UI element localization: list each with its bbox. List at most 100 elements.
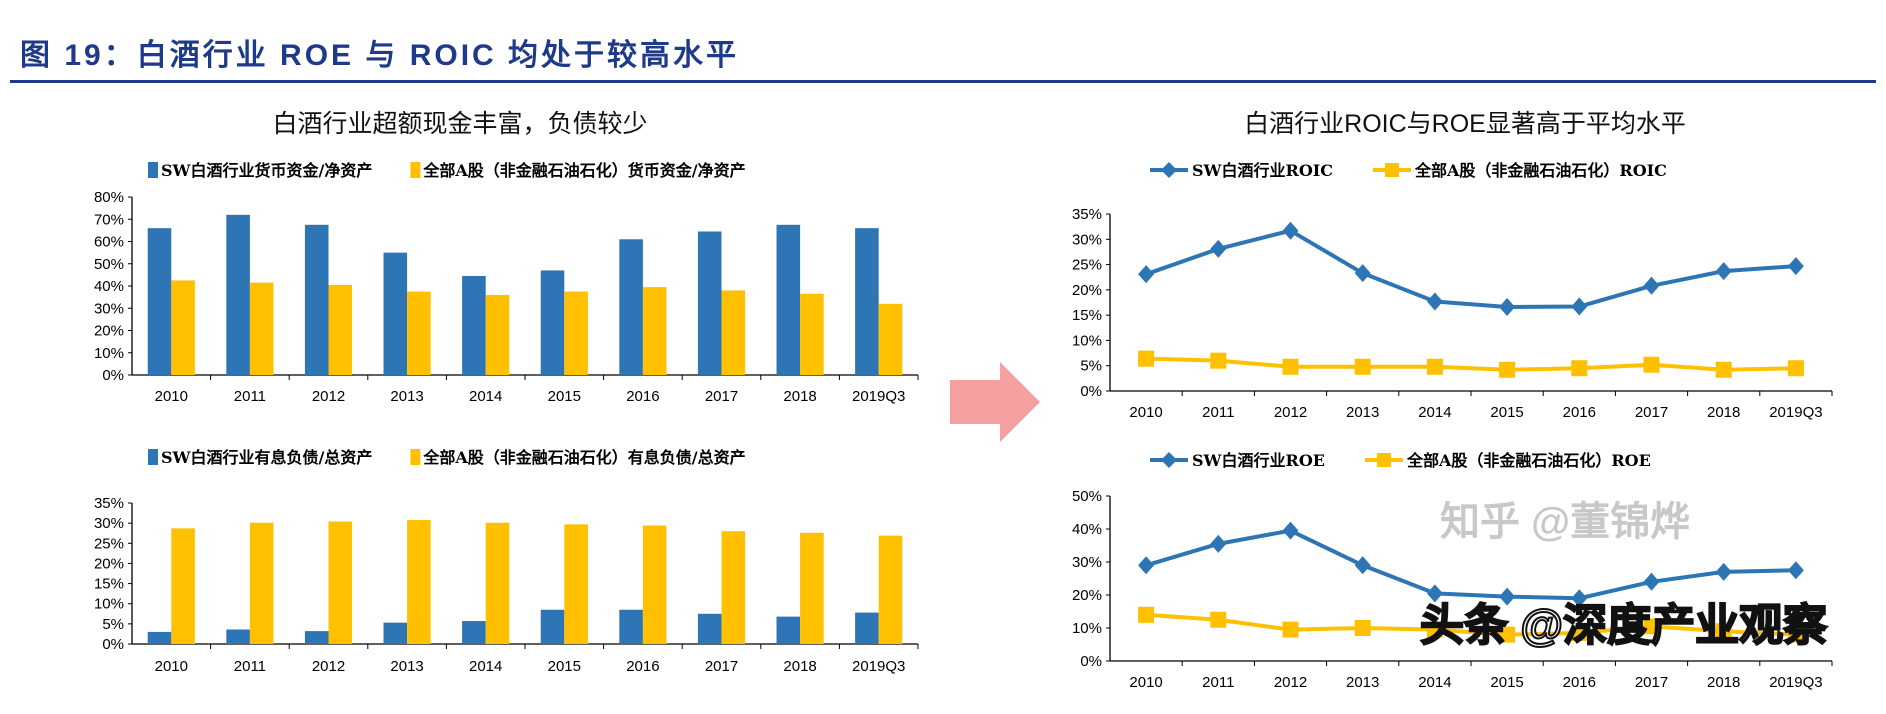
y-tick-label: 15%: [94, 576, 124, 593]
y-tick-label: 25%: [94, 535, 124, 552]
data-point-diamond: [1643, 572, 1660, 591]
bar: [776, 224, 801, 375]
data-point-diamond: [1282, 221, 1299, 240]
chart-2: 0% 5% 10% 15% 20% 25% 30% 35% 2010 2011 2012 2013 20…: [1072, 161, 1833, 421]
series-line: [1145, 612, 1796, 637]
data-point-diamond: [1715, 562, 1732, 581]
legend-swatch: [410, 162, 421, 178]
y-tick-label: 10%: [1072, 620, 1102, 637]
bar: [619, 239, 643, 375]
x-tick-label: 2010: [1129, 404, 1162, 421]
y-tick-label: 25%: [1072, 257, 1102, 274]
x-tick-label: 2014: [469, 658, 502, 675]
bar: [226, 629, 250, 644]
x-tick-label: 2015: [548, 658, 581, 675]
bar: [721, 531, 746, 644]
x-tick-label: 2018: [1707, 674, 1740, 691]
y-tick-label: 80%: [94, 189, 124, 206]
legend-diamond-marker: [1161, 452, 1177, 468]
x-tick-label: 2019Q3: [852, 388, 905, 405]
figure-title: 图 19：白酒行业 ROE 与 ROIC 均处于较高水平: [20, 39, 740, 72]
bar: [776, 616, 801, 644]
x-tick-label: 2019Q3: [1769, 674, 1822, 691]
bar: [171, 280, 195, 375]
x-tick-label: 2011: [1202, 674, 1234, 691]
legend-label: SW白酒行业ROE: [1192, 451, 1325, 470]
x-tick-label: 2016: [626, 658, 659, 675]
x-tick-label: 2013: [1346, 404, 1379, 421]
y-tick-label: 0%: [102, 367, 124, 384]
bar: [642, 287, 667, 375]
bar: [249, 282, 274, 375]
bar: [800, 293, 824, 375]
bar: [328, 284, 353, 375]
y-tick-label: 20%: [94, 555, 124, 572]
x-tick-label: 2012: [1274, 404, 1307, 421]
bar: [304, 631, 329, 644]
data-point-diamond: [1787, 561, 1804, 580]
x-tick-label: 2017: [1635, 404, 1668, 421]
y-tick-label: 30%: [94, 515, 124, 532]
data-point-diamond: [1210, 239, 1227, 258]
data-point-diamond: [1282, 521, 1299, 540]
bar: [304, 224, 329, 375]
y-tick-label: 70%: [94, 211, 124, 228]
x-tick-label: 2013: [390, 658, 423, 675]
bar: [855, 612, 879, 644]
bar: [407, 519, 431, 644]
chart-1: 0% 5% 10% 15% 20% 25% 30% 35% 2010 2011 2012 2013 20…: [94, 448, 919, 675]
chart-0: 0% 10% 20% 30% 40% 50% 60% 70% 80% 2010 2011 2012 20…: [94, 161, 919, 405]
legend-swatch: [148, 162, 158, 178]
data-point-square: [1354, 620, 1371, 636]
data-point-square: [1787, 626, 1804, 643]
data-point-diamond: [1715, 262, 1732, 281]
x-tick-label: 2016: [1563, 404, 1596, 421]
bar: [855, 228, 879, 375]
x-tick-label: 2011: [234, 658, 266, 675]
y-tick-label: 60%: [94, 234, 124, 251]
data-point-square: [1571, 360, 1588, 377]
x-tick-label: 2018: [1707, 404, 1740, 421]
data-point-square: [1499, 626, 1516, 643]
y-tick-label: 0%: [1080, 383, 1102, 400]
data-point-diamond: [1787, 257, 1804, 276]
x-tick-label: 2015: [1490, 674, 1523, 691]
bar: [697, 231, 722, 375]
data-point-square: [1138, 350, 1155, 367]
data-point-square: [1643, 618, 1660, 635]
data-point-diamond: [1354, 264, 1371, 283]
x-tick-label: 2016: [626, 388, 659, 405]
legend-swatch: [148, 449, 158, 465]
data-point-square: [1643, 356, 1660, 373]
data-point-square: [1499, 361, 1516, 378]
data-point-square: [1210, 352, 1227, 369]
bar: [878, 303, 903, 375]
right-panel-title: 白酒行业ROIC与ROE显著高于平均水平: [1244, 110, 1686, 138]
data-point-diamond: [1210, 534, 1227, 553]
bar: [226, 214, 250, 375]
bar: [878, 535, 903, 644]
x-tick-label: 2011: [234, 388, 266, 405]
legend-label: 全部A股（非金融石油石化）货币资金/净资产: [422, 161, 745, 180]
x-tick-label: 2011: [1202, 404, 1234, 421]
left-panel-title: 白酒行业超额现金丰富，负债较少: [272, 110, 648, 138]
y-tick-label: 30%: [1072, 231, 1102, 248]
arrow-right-icon: [950, 362, 1040, 442]
y-tick-label: 35%: [1072, 206, 1102, 223]
y-tick-label: 30%: [1072, 554, 1102, 571]
y-tick-label: 50%: [1072, 488, 1102, 505]
bar: [564, 524, 588, 644]
data-point-diamond: [1426, 292, 1443, 311]
data-point-square: [1715, 361, 1732, 378]
y-tick-label: 5%: [1080, 358, 1102, 375]
data-point-diamond: [1499, 587, 1516, 606]
y-tick-label: 40%: [94, 278, 124, 295]
data-point-diamond: [1643, 276, 1660, 295]
x-tick-label: 2013: [1346, 674, 1379, 691]
bar: [171, 528, 195, 644]
bar: [485, 522, 510, 644]
bar: [249, 522, 274, 644]
x-tick-label: 2015: [548, 388, 581, 405]
legend-label: SW白酒行业货币资金/净资产: [161, 161, 372, 180]
